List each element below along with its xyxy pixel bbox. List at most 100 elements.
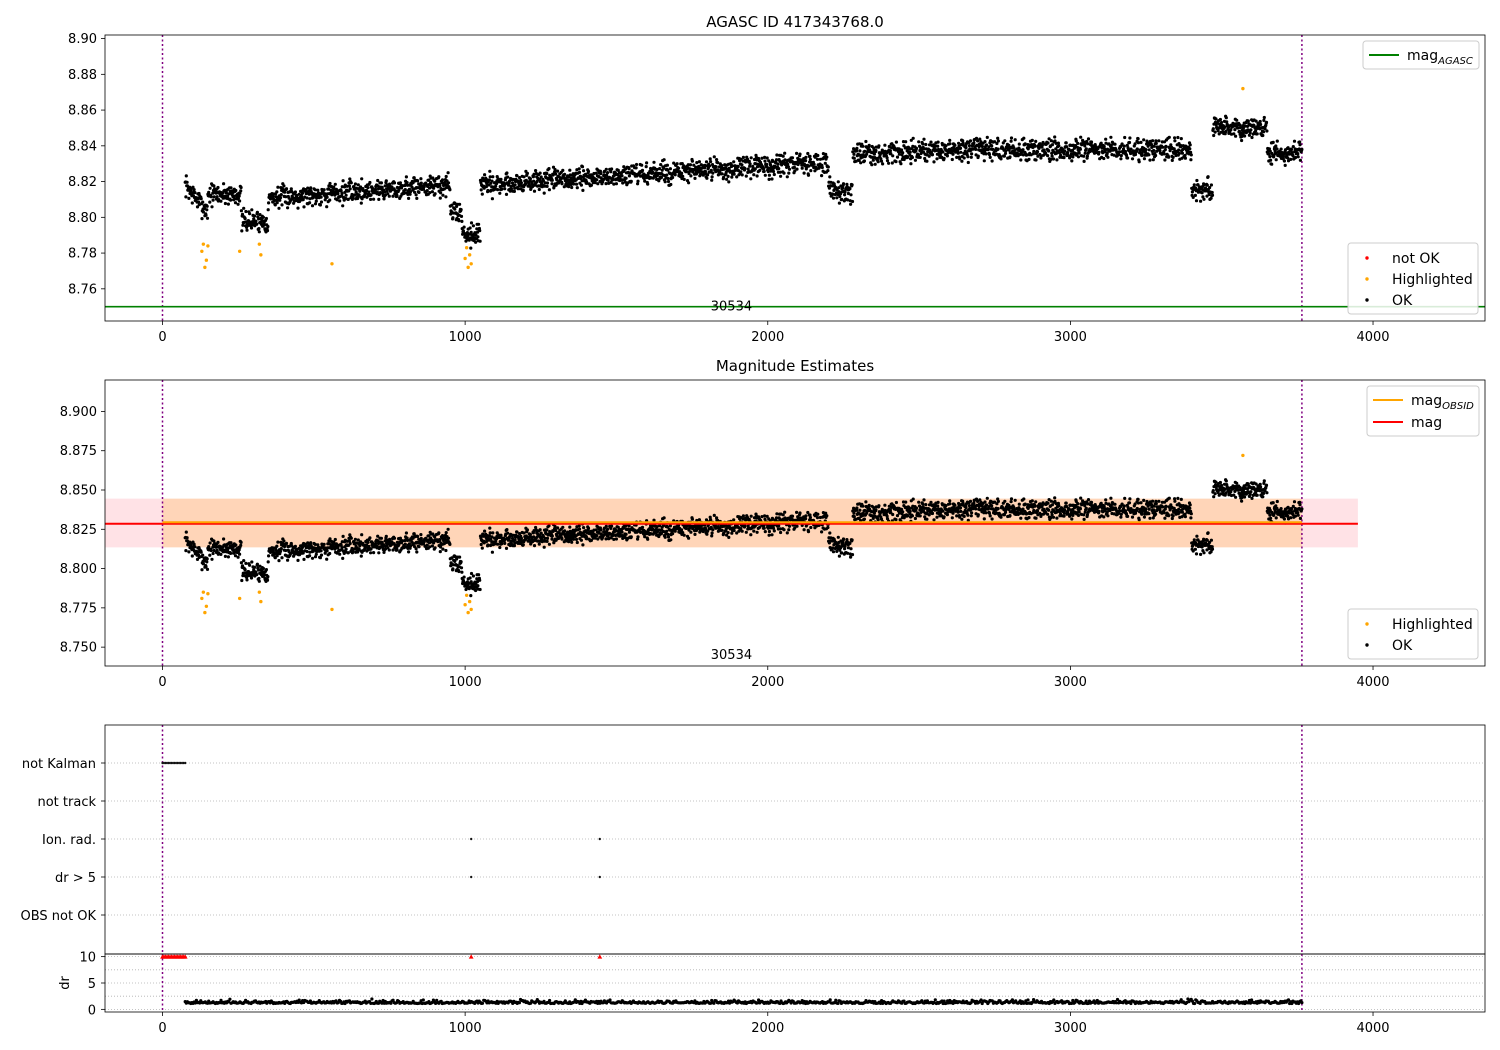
ok-point	[586, 526, 591, 530]
ok-point	[763, 530, 767, 534]
ok-point	[669, 182, 673, 187]
ok-point	[1300, 147, 1304, 151]
ok-point	[642, 176, 646, 181]
ok-point	[1219, 120, 1224, 125]
ok-point	[778, 159, 782, 163]
ok-point	[706, 173, 710, 177]
ok-point	[708, 157, 712, 161]
ok-point	[503, 541, 507, 546]
ok-point	[908, 150, 912, 154]
ok-point	[672, 161, 676, 165]
ok-point	[515, 530, 519, 534]
ok-point	[684, 526, 689, 531]
ok-point	[250, 208, 254, 212]
ok-point	[439, 545, 443, 549]
ok-point	[883, 503, 887, 507]
ok-point	[522, 531, 526, 535]
ok-point	[1205, 194, 1209, 198]
ok-point	[808, 513, 812, 517]
ok-point	[380, 540, 384, 544]
ok-point	[749, 533, 753, 537]
ok-point	[740, 173, 744, 177]
ok-point	[599, 172, 603, 176]
ok-point	[254, 219, 258, 223]
ok-point	[1019, 158, 1023, 162]
ok-point	[518, 532, 522, 536]
ok-point	[384, 534, 388, 539]
ok-point	[767, 177, 771, 181]
ok-point	[1102, 156, 1106, 161]
ok-point	[655, 167, 659, 172]
ok-point	[806, 151, 810, 156]
ok-point	[257, 576, 261, 581]
ok-point	[964, 146, 968, 150]
ok-point	[802, 171, 806, 175]
ok-point	[255, 222, 259, 226]
ok-point	[850, 553, 855, 557]
ok-point	[212, 539, 216, 543]
ok-point	[284, 187, 289, 191]
ok-point	[1151, 158, 1155, 162]
ok-point	[1130, 157, 1135, 161]
ok-point	[727, 535, 731, 540]
ok-point	[300, 545, 305, 550]
ok-point	[353, 182, 357, 186]
ok-point	[962, 156, 966, 160]
ok-point	[390, 540, 394, 544]
ok-point	[891, 154, 895, 158]
ok-point	[1129, 147, 1133, 151]
ok-point	[831, 192, 835, 196]
ok-point	[490, 197, 494, 201]
ok-point	[599, 528, 603, 532]
ok-point	[284, 195, 288, 199]
ok-point	[205, 557, 209, 561]
ok-point	[687, 181, 691, 185]
ok-point	[241, 574, 245, 578]
ok-point	[1163, 148, 1167, 152]
ok-point	[604, 524, 608, 529]
ok-point	[185, 536, 189, 540]
ok-point	[1088, 149, 1092, 154]
ok-point	[201, 562, 205, 566]
ok-point	[551, 529, 555, 534]
ok-point	[459, 208, 463, 212]
ok-point	[460, 570, 464, 574]
ok-point	[609, 170, 613, 174]
ok-point	[216, 185, 220, 190]
ok-point	[1236, 126, 1240, 130]
ok-point	[1298, 143, 1302, 147]
ok-point	[562, 185, 566, 189]
ok-point	[419, 177, 423, 181]
ok-point	[335, 198, 339, 202]
ok-point	[277, 559, 281, 563]
ok-point	[205, 560, 209, 564]
ok-point	[1291, 145, 1295, 149]
ok-point	[474, 240, 478, 244]
ok-point	[1137, 160, 1141, 164]
ok-point	[1273, 151, 1278, 155]
ok-point	[727, 180, 731, 184]
ok-point	[219, 199, 223, 203]
ok-point	[917, 140, 921, 144]
ok-point	[996, 147, 1000, 151]
ok-point	[408, 190, 413, 194]
ok-point	[693, 532, 697, 537]
ok-point	[993, 140, 997, 144]
ok-point	[900, 148, 904, 152]
ok-point	[689, 530, 693, 534]
ok-point	[753, 167, 757, 171]
ok-point	[333, 182, 337, 186]
ok-point	[266, 224, 270, 229]
ok-point	[377, 197, 381, 201]
ok-point	[1240, 138, 1244, 143]
ok-point	[1031, 152, 1035, 156]
ok-point	[1147, 153, 1151, 157]
ok-point	[319, 195, 323, 199]
ok-point	[644, 165, 648, 169]
ok-point	[313, 542, 317, 547]
ok-point	[283, 190, 287, 194]
ok-point	[1263, 127, 1267, 131]
ok-point	[200, 217, 204, 221]
ok-point	[1262, 130, 1266, 134]
ok-point	[779, 530, 783, 535]
